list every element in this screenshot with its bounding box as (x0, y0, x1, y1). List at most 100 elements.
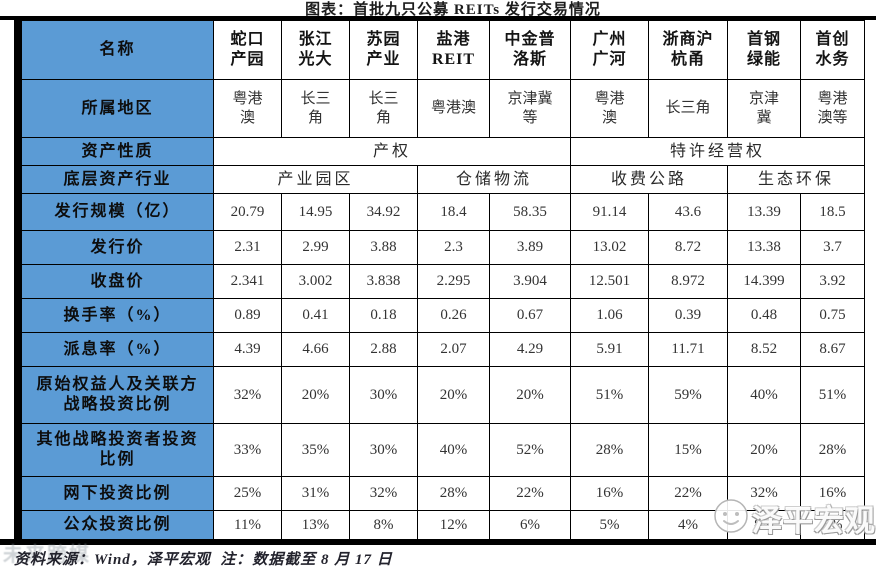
row-label-scale: 发行规模（亿） (21, 193, 214, 231)
top-rule (0, 16, 876, 20)
value-cell: 14.399 (727, 264, 801, 299)
value-cell: 8.972 (648, 264, 728, 299)
value-cell: 2.341 (213, 264, 282, 299)
row-label-public: 公众投资比例 (21, 510, 214, 540)
value-cell: 91.14 (570, 193, 649, 231)
value-cell: 3.88 (349, 230, 418, 265)
value-cell: 40% (417, 423, 490, 477)
value-cell: 12.501 (570, 264, 649, 299)
brand-watermark: 泽平宏观 (712, 496, 876, 540)
row-label-other-strategic: 其他战略投资者投资 比例 (21, 423, 214, 477)
value-cell: 0.75 (800, 298, 865, 333)
value-cell: 2.295 (417, 264, 490, 299)
value-cell: 16% (570, 476, 649, 511)
industry-group-cell: 产业园区 (213, 165, 418, 194)
value-cell: 13% (281, 510, 350, 540)
value-cell: 40% (727, 366, 801, 424)
value-cell: 11% (213, 510, 282, 540)
value-cell: 8.72 (648, 230, 728, 265)
value-cell: 12% (417, 510, 490, 540)
bottom-rule (0, 539, 876, 545)
value-cell: 18.5 (800, 193, 865, 231)
value-cell: 30% (349, 423, 418, 477)
value-cell: 20% (417, 366, 490, 424)
value-cell: 20.79 (213, 193, 282, 231)
value-cell: 8% (349, 510, 418, 540)
value-cell: 0.48 (727, 298, 801, 333)
value-cell: 5% (570, 510, 649, 540)
value-cell: 2.07 (417, 332, 490, 367)
value-cell: 2.31 (213, 230, 282, 265)
row-label-close-price: 收盘价 (21, 264, 214, 299)
value-cell: 11.71 (648, 332, 728, 367)
smiley-avatar-icon (712, 497, 750, 540)
value-cell: 35% (281, 423, 350, 477)
value-cell: 0.41 (281, 298, 350, 333)
brand-watermark-text: 泽平宏观 (752, 505, 876, 538)
value-cell: 20% (489, 366, 571, 424)
table-row-public: 公众投资比例 11% 13% 8% 12% 6% 5% 4% 8% 5% (21, 510, 865, 540)
company-header-cell: 苏园 产业 (349, 20, 418, 80)
company-header-cell: 中金普 洛斯 (489, 20, 571, 80)
company-header-cell: 首钢 绿能 (727, 20, 801, 80)
value-cell: 31% (281, 476, 350, 511)
value-cell: 15% (648, 423, 728, 477)
table-row-dividend: 派息率（%） 4.39 4.66 2.88 2.07 4.29 5.91 11.… (21, 332, 865, 367)
region-cell: 京津冀 等 (489, 79, 571, 138)
value-cell: 1.06 (570, 298, 649, 333)
value-cell: 33% (213, 423, 282, 477)
value-cell: 20% (727, 423, 801, 477)
value-cell: 32% (349, 476, 418, 511)
table-row-industry: 底层资产行业 产业园区 仓储物流 收费公路 生态环保 (21, 165, 865, 194)
table-row-name: 名称 蛇口 产园 张江 光大 苏园 产业 盐港 REIT 中金普 洛斯 广州 广… (21, 20, 865, 80)
page-title: 图表：首批九只公募 REITs 发行交易情况 (305, 2, 601, 18)
value-cell: 4.66 (281, 332, 350, 367)
region-cell: 粤港 澳等 (800, 79, 865, 138)
value-cell: 3.002 (281, 264, 350, 299)
value-cell: 13.02 (570, 230, 649, 265)
region-cell: 长三 角 (281, 79, 350, 138)
region-cell: 京津 冀 (727, 79, 801, 138)
company-header-cell: 蛇口 产园 (213, 20, 282, 80)
nature-group-cell: 产权 (213, 137, 571, 166)
value-cell: 13.39 (727, 193, 801, 231)
value-cell: 28% (417, 476, 490, 511)
reits-table: 名称 蛇口 产园 张江 光大 苏园 产业 盐港 REIT 中金普 洛斯 广州 广… (21, 20, 865, 540)
reits-table-wrapper: 名称 蛇口 产园 张江 光大 苏园 产业 盐港 REIT 中金普 洛斯 广州 广… (14, 20, 865, 540)
value-cell: 0.39 (648, 298, 728, 333)
table-row-other-strategic: 其他战略投资者投资 比例 33% 35% 30% 40% 52% 28% 15%… (21, 423, 865, 477)
row-label-offline: 网下投资比例 (21, 476, 214, 511)
value-cell: 4.39 (213, 332, 282, 367)
row-label-name: 名称 (21, 20, 214, 80)
value-cell: 3.92 (800, 264, 865, 299)
company-header-cell: 首创 水务 (800, 20, 865, 80)
value-cell: 0.26 (417, 298, 490, 333)
faint-watermark: 未来跨媒 (3, 544, 91, 566)
value-cell: 13.38 (727, 230, 801, 265)
region-cell: 长三 角 (349, 79, 418, 138)
value-cell: 32% (727, 476, 801, 511)
table-row-issue-price: 发行价 2.31 2.99 3.88 2.3 3.89 13.02 8.72 1… (21, 230, 865, 265)
row-label-orig-strategic: 原始权益人及关联方 战略投资比例 (21, 366, 214, 424)
value-cell: 0.89 (213, 298, 282, 333)
table-row-turnover: 换手率（%） 0.89 0.41 0.18 0.26 0.67 1.06 0.3… (21, 298, 865, 333)
row-label-nature: 资产性质 (21, 137, 214, 166)
company-header-cell: 盐港 REIT (417, 20, 490, 80)
value-cell: 14.95 (281, 193, 350, 231)
region-cell: 长三角 (648, 79, 728, 138)
nature-group-cell: 特许经营权 (570, 137, 865, 166)
region-cell: 粤港澳 (417, 79, 490, 138)
value-cell: 18.4 (417, 193, 490, 231)
value-cell: 58.35 (489, 193, 571, 231)
value-cell: 0.67 (489, 298, 571, 333)
value-cell: 28% (570, 423, 649, 477)
table-row-orig-strategic: 原始权益人及关联方 战略投资比例 32% 20% 30% 20% 20% 51%… (21, 366, 865, 424)
row-label-region: 所属地区 (21, 79, 214, 138)
industry-group-cell: 仓储物流 (417, 165, 571, 194)
value-cell: 52% (489, 423, 571, 477)
value-cell: 51% (800, 366, 865, 424)
value-cell: 3.838 (349, 264, 418, 299)
value-cell: 6% (489, 510, 571, 540)
table-row-region: 所属地区 粤港 澳 长三 角 长三 角 粤港澳 京津冀 等 粤港 澳 长三角 京… (21, 79, 865, 138)
row-label-industry: 底层资产行业 (21, 165, 214, 194)
